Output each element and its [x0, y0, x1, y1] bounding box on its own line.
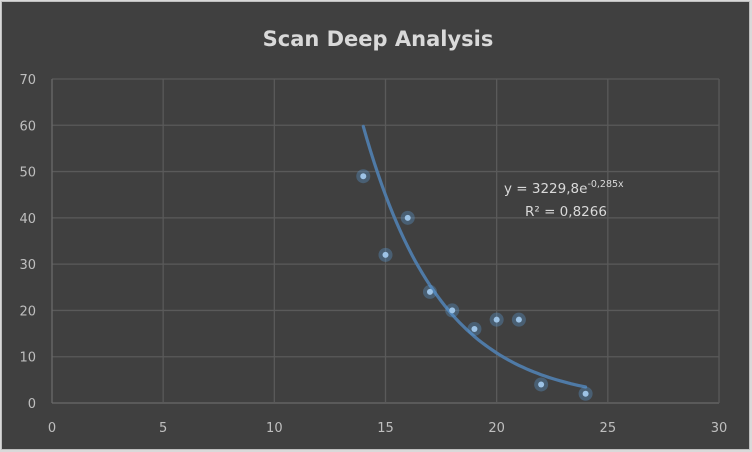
y-tick-label: 10: [19, 351, 36, 366]
x-axis-ticks: 0 5 10 15 20 25 30: [48, 421, 727, 436]
data-point: [378, 247, 393, 262]
data-points: [356, 169, 593, 401]
x-tick-label: 10: [266, 421, 283, 436]
y-tick-label: 70: [19, 73, 36, 88]
svg-text:y = 3229,8e-0,285x: y = 3229,8e-0,285x: [504, 179, 624, 197]
data-point: [445, 303, 460, 318]
data-point: [356, 169, 371, 184]
data-point: [511, 312, 526, 327]
y-tick-label: 60: [19, 119, 36, 134]
y-tick-label: 20: [19, 304, 36, 319]
equation-text: y = 3229,8e: [504, 181, 587, 197]
y-tick-label: 0: [28, 397, 36, 412]
equation-exponent: -0,285x: [587, 179, 624, 190]
data-point: [422, 284, 437, 299]
y-axis-ticks: 0 10 20 30 40 50 60 70: [19, 73, 36, 412]
y-tick-label: 30: [19, 258, 36, 273]
x-tick-label: 25: [600, 421, 617, 436]
data-point: [534, 377, 549, 392]
x-tick-label: 20: [488, 421, 505, 436]
trendline-equation-label: y = 3229,8e-0,285x R² = 0,8266: [504, 179, 624, 220]
y-tick-label: 50: [19, 166, 36, 181]
r-squared-text: R² = 0,8266: [525, 204, 607, 220]
x-tick-label: 0: [48, 421, 56, 436]
gridlines: [51, 78, 720, 404]
data-point: [400, 210, 415, 225]
x-tick-label: 5: [159, 421, 167, 436]
data-point: [489, 312, 504, 327]
chart-title: Scan Deep Analysis: [263, 27, 494, 51]
x-tick-label: 30: [711, 421, 728, 436]
data-point: [467, 321, 482, 336]
exponential-trendline: [361, 124, 588, 389]
x-tick-label: 15: [377, 421, 394, 436]
y-tick-label: 40: [19, 212, 36, 227]
data-point: [578, 386, 593, 401]
